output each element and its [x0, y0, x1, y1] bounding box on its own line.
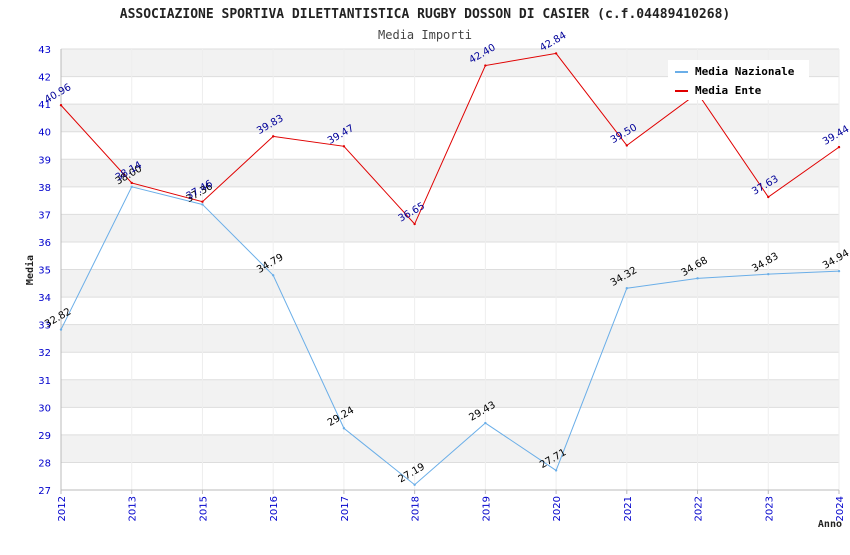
data-point-media-ente [342, 145, 346, 148]
grid-band [61, 324, 839, 353]
grid-bands [61, 49, 839, 463]
y-tick-label: 28 [38, 458, 51, 469]
chart-title: ASSOCIAZIONE SPORTIVA DILETTANTISTICA RU… [120, 7, 730, 22]
x-tick-label: 2015 [198, 496, 209, 521]
data-point-media-nazionale [201, 203, 204, 206]
y-tick-label: 35 [38, 266, 51, 277]
y-tick-label: 29 [38, 431, 51, 442]
x-tick-label: 2012 [57, 496, 68, 521]
data-point-media-ente [201, 200, 204, 203]
y-tick-labels: 27 28 29 30 31 32 33 34 35 36 37 38 39 40 41 42 43 [38, 45, 51, 497]
series-line-media-ente [60, 52, 840, 225]
y-tick-label: 39 [38, 155, 51, 166]
grid-band [61, 214, 839, 242]
y-tick-label: 31 [38, 376, 51, 387]
data-point-media-ente [837, 145, 841, 149]
data-label-media-ente: 40.96 [43, 82, 73, 106]
y-tick-label: 41 [38, 100, 51, 111]
x-axis-label: Anno [818, 519, 842, 530]
y-tick-label: 38 [38, 183, 51, 194]
x-tick-label: 2022 [694, 496, 705, 521]
x-tick-label: 2017 [340, 496, 351, 521]
x-tick-label: 2023 [764, 496, 775, 521]
data-label-media-nazionale: 27.19 [397, 462, 427, 486]
data-point-media-nazionale [484, 421, 487, 425]
y-tick-label: 43 [38, 45, 51, 56]
data-point-media-ente [625, 144, 629, 147]
data-point-media-ente [413, 222, 416, 226]
grid-band [61, 379, 839, 408]
y-tick-label: 40 [38, 128, 51, 139]
x-tick-label: 2018 [411, 496, 422, 521]
x-tick-label: 2021 [623, 496, 634, 521]
data-point-media-nazionale [59, 328, 63, 331]
series-lines [59, 52, 841, 486]
x-tick-label: 2024 [835, 496, 846, 521]
y-tick-label: 37 [38, 210, 51, 221]
data-point-media-nazionale [767, 272, 770, 276]
data-point-media-ente [271, 135, 275, 138]
y-tick-label: 42 [38, 73, 51, 84]
y-axis-label: Media [24, 255, 36, 285]
y-tick-label: 32 [38, 348, 51, 359]
x-tick-label: 2013 [128, 496, 139, 521]
data-point-media-nazionale [413, 483, 416, 486]
data-point-media-nazionale [625, 287, 629, 290]
gridlines [60, 48, 840, 494]
data-label-media-nazionale: 29.24 [326, 405, 356, 429]
data-point-media-nazionale [837, 269, 841, 273]
x-tick-labels: 2012 2013 2015 2016 2017 2018 2019 2020 2021 2022… [57, 496, 846, 521]
data-point-media-nazionale [696, 277, 699, 280]
grid-band [61, 104, 839, 132]
data-label-media-nazionale: 34.94 [821, 248, 850, 272]
grid-band [61, 434, 839, 463]
legend-label-media-nazionale: Media Nazionale [695, 65, 795, 78]
legend: Media Nazionale Media Ente [668, 60, 809, 100]
series-line-media-nazionale [60, 186, 840, 486]
data-point-media-nazionale [554, 469, 558, 472]
chart-subtitle: Media Importi [378, 28, 472, 42]
legend-box [668, 60, 809, 100]
y-tick-label: 34 [38, 293, 51, 304]
x-tick-label: 2016 [269, 496, 280, 521]
y-tick-label: 27 [38, 486, 51, 497]
data-point-media-ente [767, 195, 770, 199]
y-tick-label: 33 [38, 321, 51, 332]
data-point-media-ente [59, 104, 63, 107]
y-tick-label: 36 [38, 238, 51, 249]
data-point-media-nazionale [342, 427, 346, 430]
data-point-media-nazionale [130, 185, 133, 189]
data-point-media-ente [484, 64, 487, 67]
grid-band [61, 159, 839, 187]
x-tick-label: 2020 [552, 496, 563, 521]
x-tick-label: 2019 [481, 496, 492, 521]
data-point-media-ente [130, 181, 133, 185]
y-tick-label: 30 [38, 403, 51, 414]
legend-label-media-ente: Media Ente [695, 84, 762, 97]
grid-band [61, 269, 839, 298]
data-point-media-nazionale [271, 274, 275, 277]
data-point-media-ente [554, 52, 558, 55]
